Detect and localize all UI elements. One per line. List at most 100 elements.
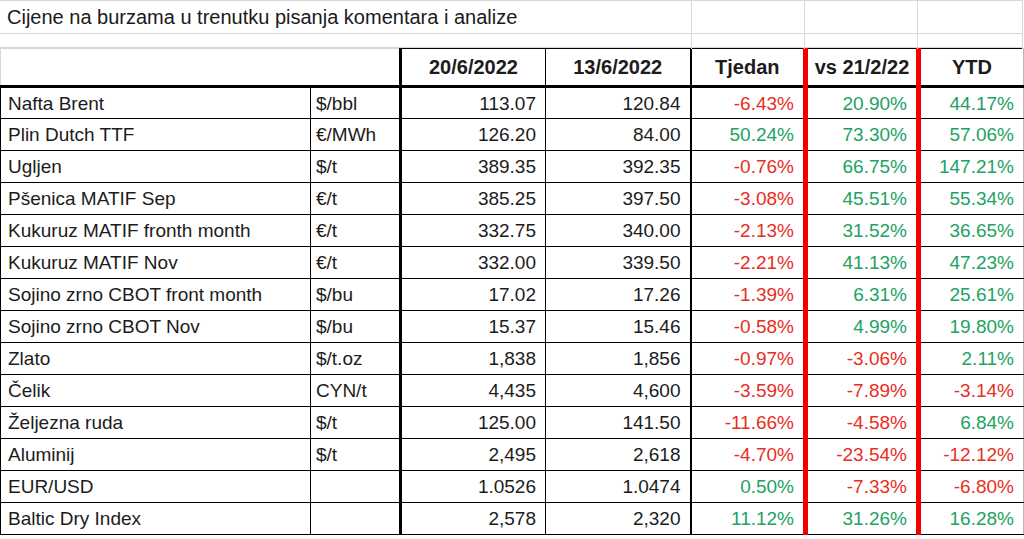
week-change-cell: 11.12%: [691, 503, 806, 535]
commodity-name-cell: Plin Dutch TTF: [1, 119, 311, 151]
vs-feb-change-cell: 66.75%: [806, 151, 919, 183]
table-row: Baltic Dry Index2,5782,32011.12%31.26%16…: [1, 503, 1024, 535]
column-header-ytd: YTD: [919, 49, 1024, 87]
price-current-cell: 332.75: [401, 215, 546, 247]
price-previous-cell: 1,856: [546, 343, 691, 375]
price-previous-cell: 392.35: [546, 151, 691, 183]
price-current-cell: 126.20: [401, 119, 546, 151]
unit-cell: $/bbl: [311, 87, 401, 119]
vs-feb-change-cell: 4.99%: [806, 311, 919, 343]
week-change-cell: -2.21%: [691, 247, 806, 279]
commodity-name-cell: Čelik: [1, 375, 311, 407]
commodity-name-cell: Željezna ruda: [1, 407, 311, 439]
price-current-cell: 113.07: [401, 87, 546, 119]
week-change-cell: -4.70%: [691, 439, 806, 471]
commodity-name-cell: Pšenica MATIF Sep: [1, 183, 311, 215]
table-row: Ugljen$/t389.35392.35-0.76%66.75%147.21%: [1, 151, 1024, 183]
price-previous-cell: 4,600: [546, 375, 691, 407]
header-empty-cell: [1, 49, 401, 87]
table-body: Nafta Brent$/bbl113.07120.84-6.43%20.90%…: [1, 87, 1024, 535]
week-change-cell: -2.13%: [691, 215, 806, 247]
unit-cell: CYN/t: [311, 375, 401, 407]
price-current-cell: 15.37: [401, 311, 546, 343]
table-row: Sojino zrno CBOT Nov$/bu15.3715.46-0.58%…: [1, 311, 1024, 343]
commodity-name-cell: EUR/USD: [1, 471, 311, 503]
table-row: ČelikCYN/t4,4354,600-3.59%-7.89%-3.14%: [1, 375, 1024, 407]
commodity-name-cell: Sojino zrno CBOT front month: [1, 279, 311, 311]
table-row: Željezna ruda$/t125.00141.50-11.66%-4.58…: [1, 407, 1024, 439]
ytd-change-cell: 55.34%: [919, 183, 1024, 215]
commodity-name-cell: Kukuruz MATIF Nov: [1, 247, 311, 279]
ytd-change-cell: 6.84%: [919, 407, 1024, 439]
vs-feb-change-cell: -23.54%: [806, 439, 919, 471]
column-header-date-previous: 13/6/2022: [546, 49, 691, 87]
table-row: Pšenica MATIF Sep€/t385.25397.50-3.08%45…: [1, 183, 1024, 215]
unit-cell: $/t.oz: [311, 343, 401, 375]
week-change-cell: 0.50%: [691, 471, 806, 503]
week-change-cell: -3.59%: [691, 375, 806, 407]
price-current-cell: 389.35: [401, 151, 546, 183]
vs-feb-change-cell: -7.89%: [806, 375, 919, 407]
vs-feb-change-cell: -7.33%: [806, 471, 919, 503]
unit-cell: $/t: [311, 407, 401, 439]
unit-cell: [311, 471, 401, 503]
table-row: Kukuruz MATIF Nov€/t332.00339.50-2.21%41…: [1, 247, 1024, 279]
table-row: Plin Dutch TTF€/MWh126.2084.0050.24%73.3…: [1, 119, 1024, 151]
price-previous-cell: 339.50: [546, 247, 691, 279]
unit-cell: €/t: [311, 183, 401, 215]
table-row: Aluminij$/t2,4952,618-4.70%-23.54%-12.12…: [1, 439, 1024, 471]
unit-cell: €/t: [311, 247, 401, 279]
vs-feb-change-cell: 31.26%: [806, 503, 919, 535]
week-change-cell: -0.76%: [691, 151, 806, 183]
price-current-cell: 385.25: [401, 183, 546, 215]
price-current-cell: 2,495: [401, 439, 546, 471]
table-row: Nafta Brent$/bbl113.07120.84-6.43%20.90%…: [1, 87, 1024, 119]
price-previous-cell: 84.00: [546, 119, 691, 151]
commodity-name-cell: Ugljen: [1, 151, 311, 183]
unit-cell: $/t: [311, 439, 401, 471]
price-previous-cell: 2,618: [546, 439, 691, 471]
price-previous-cell: 2,320: [546, 503, 691, 535]
ytd-change-cell: 47.23%: [919, 247, 1024, 279]
commodity-name-cell: Sojino zrno CBOT Nov: [1, 311, 311, 343]
price-current-cell: 4,435: [401, 375, 546, 407]
table-row: Sojino zrno CBOT front month$/bu17.0217.…: [1, 279, 1024, 311]
vs-feb-change-cell: 31.52%: [806, 215, 919, 247]
column-header-date-current: 20/6/2022: [401, 49, 546, 87]
commodity-name-cell: Zlato: [1, 343, 311, 375]
price-previous-cell: 340.00: [546, 215, 691, 247]
price-previous-cell: 120.84: [546, 87, 691, 119]
ytd-change-cell: 44.17%: [919, 87, 1024, 119]
week-change-cell: -0.58%: [691, 311, 806, 343]
gridline: [804, 1, 805, 49]
price-current-cell: 1,838: [401, 343, 546, 375]
week-change-cell: 50.24%: [691, 119, 806, 151]
week-change-cell: -6.43%: [691, 87, 806, 119]
commodity-name-cell: Baltic Dry Index: [1, 503, 311, 535]
ytd-change-cell: -12.12%: [919, 439, 1024, 471]
commodity-prices-table: 20/6/2022 13/6/2022 Tjedan vs 21/2/22 YT…: [0, 48, 1024, 535]
ytd-change-cell: 57.06%: [919, 119, 1024, 151]
price-current-cell: 17.02: [401, 279, 546, 311]
price-previous-cell: 17.26: [546, 279, 691, 311]
ytd-change-cell: -6.80%: [919, 471, 1024, 503]
gridline: [1022, 1, 1023, 49]
table-row: EUR/USD 1.05261.04740.50%-7.33%-6.80%: [1, 471, 1024, 503]
title-area: Cijene na burzama u trenutku pisanja kom…: [0, 0, 1023, 48]
week-change-cell: -3.08%: [691, 183, 806, 215]
price-previous-cell: 1.0474: [546, 471, 691, 503]
ytd-change-cell: 25.61%: [919, 279, 1024, 311]
gridline: [917, 1, 918, 49]
unit-cell: €/t: [311, 215, 401, 247]
vs-feb-change-cell: 41.13%: [806, 247, 919, 279]
page-title: Cijene na burzama u trenutku pisanja kom…: [0, 1, 1023, 34]
price-current-cell: 125.00: [401, 407, 546, 439]
price-current-cell: 332.00: [401, 247, 546, 279]
unit-cell: $/bu: [311, 311, 401, 343]
vs-feb-change-cell: -4.58%: [806, 407, 919, 439]
price-current-cell: 1.0526: [401, 471, 546, 503]
price-previous-cell: 141.50: [546, 407, 691, 439]
ytd-change-cell: 19.80%: [919, 311, 1024, 343]
unit-cell: $/bu: [311, 279, 401, 311]
commodity-name-cell: Aluminij: [1, 439, 311, 471]
